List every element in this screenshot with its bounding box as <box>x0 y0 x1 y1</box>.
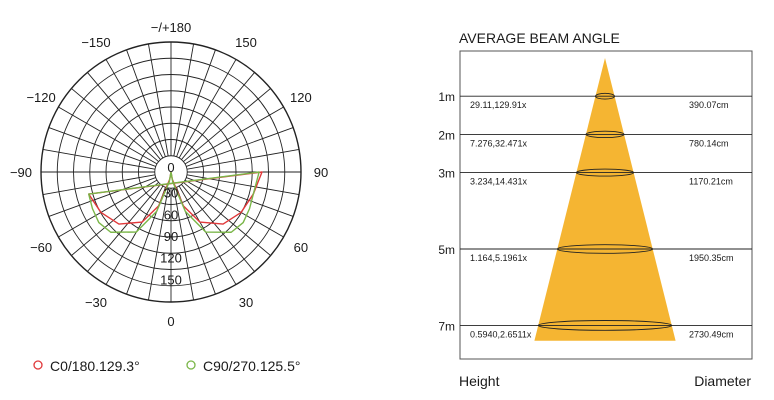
beam-section-ellipse <box>537 320 673 331</box>
polar-angle-label: −/+180 <box>151 20 192 35</box>
beam-height-label: 2m <box>438 128 455 142</box>
polar-spoke <box>178 59 237 159</box>
polar-radial-label: 0 <box>167 160 174 175</box>
beam-rows: 1m 29.11,129.91x 390.07cm 2m 7.276,32.471x 78… <box>438 90 752 339</box>
legend-label-c90: C90/270.125.5° <box>203 358 300 374</box>
polar-spoke <box>184 179 284 238</box>
polar-spoke <box>173 187 195 301</box>
beam-angle-chart: AVERAGE BEAM ANGLE 1m 29.11,129.91x 390.07… <box>438 30 753 389</box>
polar-spoke <box>186 127 294 167</box>
polar-radial-label: 120 <box>160 251 182 266</box>
polar-radial-labels: 0 30 60 90 120 150 <box>160 160 182 287</box>
polar-angle-label: −150 <box>81 35 110 50</box>
polar-spoke <box>186 148 300 170</box>
polar-spoke <box>105 185 164 285</box>
polar-angle-label: −30 <box>85 295 107 310</box>
beam-section-ellipse <box>585 130 625 139</box>
polar-angle-label: −120 <box>26 90 55 105</box>
polar-spoke <box>173 43 195 157</box>
beam-height-label: 3m <box>438 167 455 181</box>
polar-angle-labels: −/+180 −150 150 −120 120 −90 90 −60 60 −30 30 0 <box>10 20 328 329</box>
polar-angle-label: 120 <box>290 90 312 105</box>
beam-intensity-label: 0.5940,2.6511x <box>470 329 532 339</box>
beam-xlabel-diameter: Diameter <box>694 373 751 389</box>
beam-height-label: 5m <box>438 243 455 257</box>
polar-spoke <box>58 179 158 238</box>
beam-diameter-label: 1170.21cm <box>689 177 733 187</box>
polar-spoke <box>184 106 284 165</box>
polar-spoke <box>58 106 158 165</box>
polar-radial-label: 90 <box>164 229 178 244</box>
polar-spoke <box>181 184 255 272</box>
beam-intensity-label: 1.164,5.1961x <box>470 253 528 263</box>
polar-spoke <box>42 174 156 196</box>
polar-angle-label: 150 <box>235 35 257 50</box>
polar-spoke <box>48 127 156 167</box>
polar-radial-label: 150 <box>160 272 182 287</box>
polar-spoke <box>183 182 271 256</box>
beam-height-label: 1m <box>438 90 455 104</box>
beam-diameter-label: 780.14cm <box>689 138 729 148</box>
beam-diameter-label: 1950.35cm <box>689 253 734 263</box>
beam-cone <box>534 58 676 341</box>
beam-intensity-label: 29.11,129.91x <box>470 100 527 110</box>
polar-spoke <box>126 49 166 157</box>
polar-intensity-chart: −/+180 −150 150 −120 120 −90 90 −60 60 −30 30 0 0 30… <box>10 20 328 329</box>
polar-spoke <box>181 72 255 160</box>
legend-marker-c0 <box>33 360 43 370</box>
beam-section-ellipse <box>595 92 615 100</box>
polar-series-line-0 <box>87 171 263 225</box>
polar-spoke <box>87 184 161 272</box>
legend-label-c0: C0/180.129.3° <box>50 358 140 374</box>
polar-spoke <box>147 43 169 157</box>
beam-diameter-label: 2730.49cm <box>689 329 734 339</box>
polar-spoke <box>42 148 156 170</box>
beam-diameter-label: 390.07cm <box>689 100 729 110</box>
polar-spoke <box>71 182 159 256</box>
polar-legend: C0/180.129.3° C90/270.125.5° <box>33 358 300 374</box>
beam-xlabel-height: Height <box>459 373 500 389</box>
beam-chart-title: AVERAGE BEAM ANGLE <box>459 30 620 46</box>
polar-spoke <box>178 185 237 285</box>
polar-angle-label: −60 <box>30 240 52 255</box>
polar-angle-label: 30 <box>239 295 253 310</box>
polar-grid <box>40 41 302 303</box>
polar-series-line-1 <box>87 171 260 233</box>
legend-marker-c90 <box>186 360 196 370</box>
polar-spoke <box>147 187 169 301</box>
polar-radial-label: 30 <box>164 186 178 201</box>
polar-angle-label: −90 <box>10 165 32 180</box>
beam-intensity-label: 7.276,32.471x <box>470 138 528 148</box>
polar-series <box>87 171 263 233</box>
polar-spoke <box>71 88 159 162</box>
beam-section-ellipse <box>556 244 654 254</box>
polar-spoke <box>186 174 300 196</box>
beam-chart-frame <box>459 50 753 360</box>
polar-spoke <box>48 177 156 217</box>
polar-angle-label: 90 <box>314 165 328 180</box>
beam-height-label: 7m <box>438 319 455 333</box>
polar-spoke <box>183 88 271 162</box>
polar-spoke <box>186 177 294 217</box>
polar-spoke <box>176 49 216 157</box>
beam-intensity-label: 3.234,14.431x <box>470 177 528 187</box>
polar-spoke <box>87 72 161 160</box>
polar-angle-label: 60 <box>294 240 308 255</box>
polar-spoke <box>105 59 164 159</box>
polar-radial-label: 60 <box>164 207 178 222</box>
beam-section-ellipse <box>575 168 635 177</box>
polar-angle-label: 0 <box>167 314 174 329</box>
